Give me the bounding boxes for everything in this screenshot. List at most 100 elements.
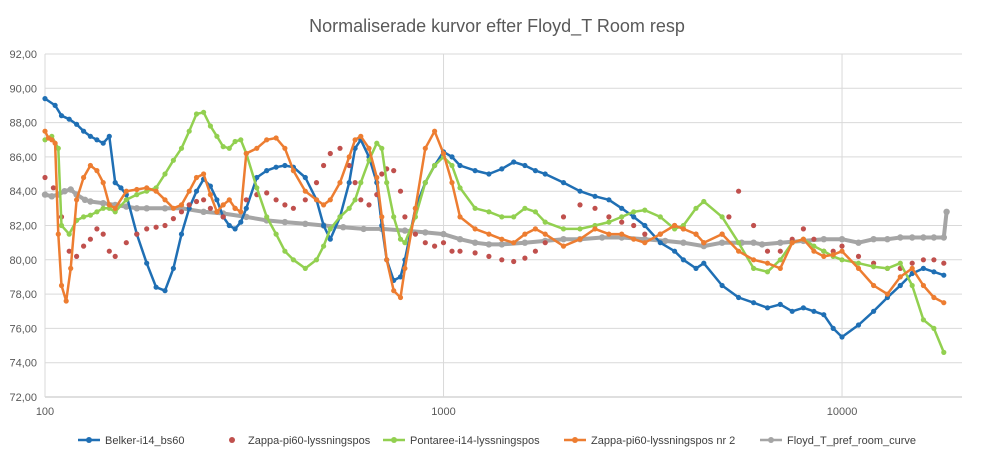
data-point xyxy=(366,145,372,151)
y-tick-label: 84,00 xyxy=(9,186,37,198)
chart-title: Normaliserade kurvor efter Floyd_T Room … xyxy=(309,16,685,37)
data-point xyxy=(909,282,915,289)
data-point xyxy=(112,253,118,259)
data-point xyxy=(499,166,505,172)
data-point xyxy=(162,171,168,177)
data-point xyxy=(811,243,817,249)
data-point xyxy=(207,192,213,198)
data-point xyxy=(58,282,65,289)
data-point xyxy=(302,220,309,227)
data-point xyxy=(619,231,625,237)
data-point xyxy=(642,240,648,246)
y-tick-label: 78,00 xyxy=(9,289,37,301)
data-point xyxy=(352,180,358,186)
data-point xyxy=(87,236,93,242)
data-point xyxy=(764,248,771,254)
data-point xyxy=(662,237,669,245)
data-point xyxy=(642,231,648,237)
legend-item: Belker-i14_bs60 xyxy=(78,435,185,447)
data-point xyxy=(397,236,404,242)
data-point xyxy=(100,180,106,186)
data-point xyxy=(811,308,817,314)
data-point xyxy=(100,140,106,146)
data-point xyxy=(273,164,279,170)
data-point xyxy=(800,226,807,232)
data-point xyxy=(106,202,112,208)
data-point xyxy=(855,253,862,259)
data-point xyxy=(631,236,637,242)
data-point xyxy=(931,294,937,301)
data-point xyxy=(226,222,232,229)
legend-label: Zappa-pi60-lyssningspos nr 2 xyxy=(591,435,735,447)
data-point xyxy=(352,137,358,143)
data-point xyxy=(243,205,249,211)
data-point xyxy=(940,234,947,241)
legend-marker xyxy=(768,437,774,443)
data-point xyxy=(379,214,385,220)
data-point xyxy=(337,180,343,186)
data-point xyxy=(201,109,207,115)
data-point xyxy=(87,212,93,218)
data-point xyxy=(302,265,308,271)
data-point xyxy=(449,162,455,169)
data-point xyxy=(106,248,112,254)
data-point xyxy=(931,325,937,331)
data-point xyxy=(577,202,583,208)
data-point xyxy=(701,198,707,205)
data-point xyxy=(264,137,270,143)
data-point xyxy=(238,137,244,143)
data-point xyxy=(751,257,757,263)
data-point xyxy=(457,248,463,254)
data-point xyxy=(522,231,528,237)
data-point xyxy=(736,240,742,246)
data-point xyxy=(680,226,687,232)
data-point xyxy=(397,274,404,280)
y-tick-label: 76,00 xyxy=(9,323,37,335)
legend-item: Pontaree-i14-lyssningspos xyxy=(383,435,540,447)
data-point xyxy=(486,171,492,177)
y-tick-label: 82,00 xyxy=(9,221,37,233)
data-point xyxy=(560,214,567,220)
data-point xyxy=(52,140,58,146)
data-point xyxy=(379,145,385,151)
data-point xyxy=(74,197,80,203)
y-axis: 72,00 74,00 76,00 78,00 80,00 82,00 84,00 86,00… xyxy=(9,49,37,404)
legend-marker xyxy=(86,437,92,443)
data-point xyxy=(87,133,93,139)
data-point xyxy=(457,185,463,191)
data-point xyxy=(273,231,279,237)
data-point xyxy=(201,197,207,203)
data-point xyxy=(839,334,845,340)
data-point xyxy=(592,193,598,199)
y-tick-label: 92,00 xyxy=(9,49,37,61)
data-point xyxy=(855,260,862,266)
data-point xyxy=(606,219,612,225)
data-point xyxy=(830,252,836,258)
data-point xyxy=(800,236,807,242)
data-point xyxy=(81,196,89,203)
data-point xyxy=(161,205,169,212)
data-point xyxy=(100,200,107,207)
data-point xyxy=(432,243,438,249)
data-point xyxy=(134,186,140,193)
data-point xyxy=(48,193,55,200)
data-point xyxy=(397,294,404,301)
data-point xyxy=(422,180,428,186)
data-point xyxy=(777,257,783,263)
data-point xyxy=(542,240,548,246)
data-point xyxy=(522,255,528,261)
data-point xyxy=(162,288,168,294)
data-point xyxy=(472,250,478,256)
data-point xyxy=(243,150,249,157)
data-point xyxy=(254,174,260,181)
data-point xyxy=(789,240,795,246)
data-point xyxy=(50,185,57,191)
data-point xyxy=(777,239,784,246)
data-point xyxy=(207,205,213,211)
data-point xyxy=(337,214,343,220)
data-point xyxy=(58,222,65,229)
data-point xyxy=(384,257,390,263)
data-point xyxy=(511,258,517,265)
data-point xyxy=(313,197,320,203)
series-layer xyxy=(41,96,950,355)
